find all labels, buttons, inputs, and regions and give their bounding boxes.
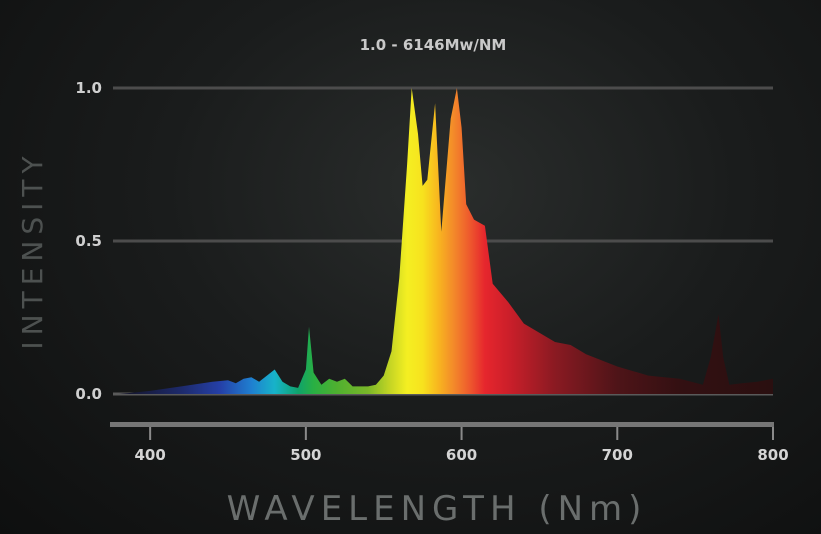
x-axis-ticks: 400 500 600 700 800 — [134, 427, 789, 464]
y-tick-label: 0.5 — [75, 232, 102, 250]
x-tick-label: 800 — [757, 446, 788, 464]
x-axis-label: WAVELENGTH (Nm) — [227, 489, 648, 529]
x-tick-label: 700 — [602, 446, 633, 464]
y-axis-ticks: 1.0 0.5 0.0 — [75, 79, 102, 403]
y-axis-label: INTENSITY — [16, 150, 49, 349]
y-tick-label: 1.0 — [75, 79, 102, 97]
x-tick-label: 600 — [446, 446, 477, 464]
y-tick-label: 0.0 — [75, 385, 102, 403]
chart-title: 1.0 - 6146Mw/NM — [360, 36, 507, 54]
x-axis-bar — [110, 422, 774, 427]
x-tick-label: 500 — [290, 446, 321, 464]
x-tick-label: 400 — [134, 446, 165, 464]
spectrum-area — [119, 88, 773, 394]
